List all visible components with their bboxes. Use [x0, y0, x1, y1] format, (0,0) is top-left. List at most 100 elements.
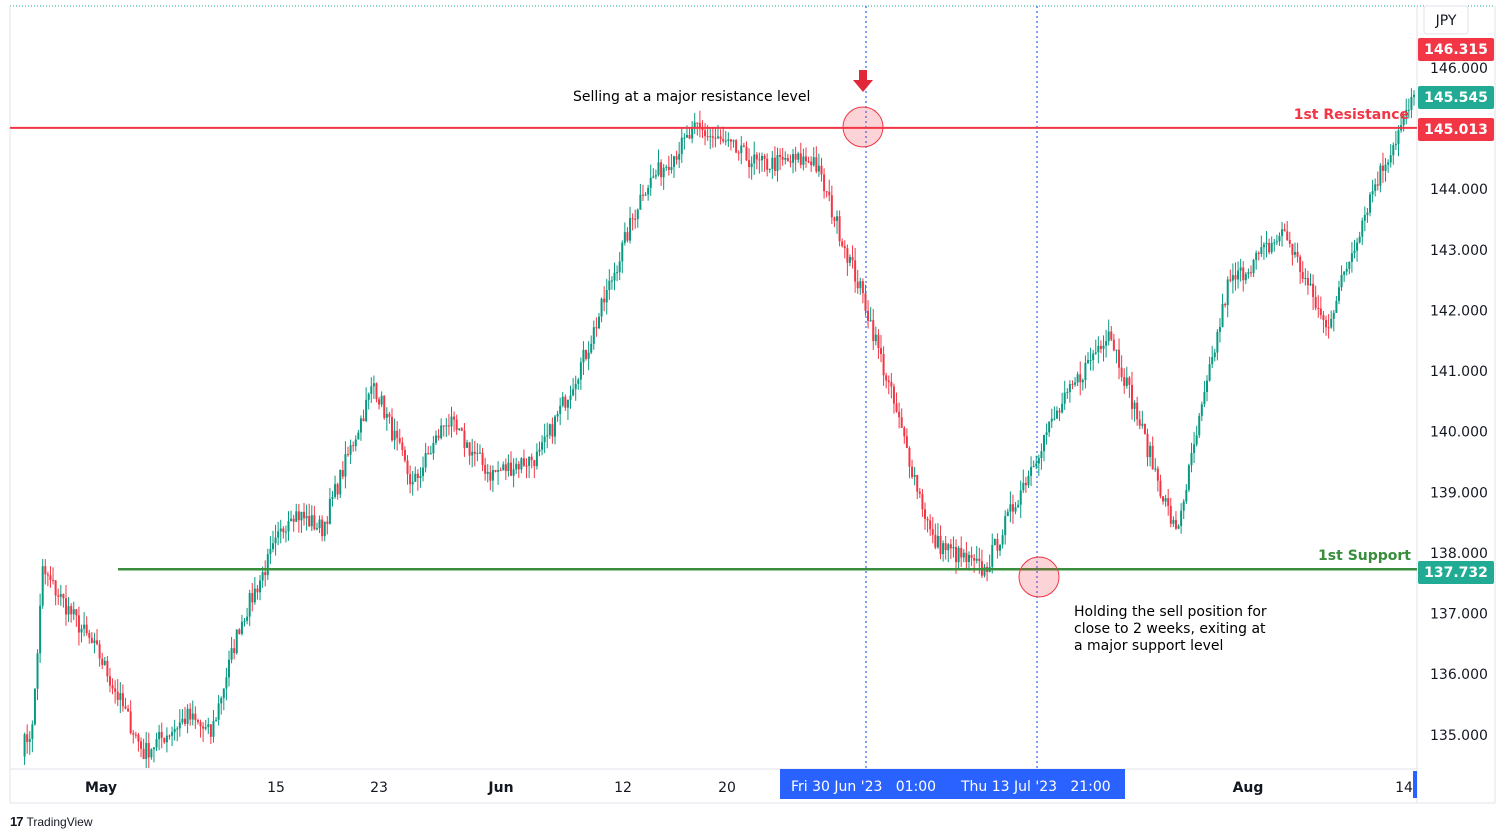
- candle-body: [411, 481, 414, 485]
- candle-body: [654, 175, 657, 177]
- candle-body: [103, 660, 106, 665]
- candle-body: [145, 742, 148, 759]
- candle-body: [817, 165, 820, 172]
- sell-annotation: Selling at a major resistance level: [573, 89, 810, 105]
- candle-body: [522, 458, 525, 466]
- candle-body: [843, 246, 846, 249]
- candle-body: [887, 380, 890, 383]
- candle-body: [372, 383, 375, 387]
- candle-body: [49, 575, 52, 581]
- candle-body: [163, 737, 166, 743]
- candle-body: [1335, 300, 1338, 313]
- candle-body: [512, 469, 515, 476]
- candle-body: [848, 257, 851, 263]
- candle-body: [799, 153, 802, 165]
- candle-body: [794, 154, 797, 160]
- candle-body: [665, 166, 668, 168]
- candle-body: [1019, 490, 1022, 505]
- candle-body: [673, 156, 676, 168]
- candle-body: [388, 413, 391, 417]
- candle-body: [1291, 243, 1294, 255]
- candle-body: [960, 547, 963, 558]
- candle-body: [698, 122, 701, 127]
- candle-body: [1247, 272, 1250, 275]
- candle-body: [1084, 362, 1087, 381]
- candle-body: [903, 427, 906, 437]
- candle-body: [253, 588, 256, 603]
- candle-body: [44, 566, 47, 575]
- candle-body: [196, 720, 199, 723]
- exit-highlight-circle: [1018, 556, 1060, 598]
- candle-body: [1330, 318, 1333, 328]
- candle-body: [1226, 279, 1229, 306]
- candle-body: [458, 428, 461, 430]
- candle-body: [704, 130, 707, 137]
- candle-body: [1327, 327, 1330, 329]
- x-tick-label: 15: [267, 780, 285, 796]
- candle-body: [1353, 250, 1356, 254]
- candle-body: [574, 383, 577, 390]
- candle-body: [1252, 259, 1255, 274]
- candle-body: [812, 157, 815, 166]
- candle-body: [1374, 184, 1377, 192]
- candle-body: [1024, 482, 1027, 486]
- candle-body: [194, 713, 197, 721]
- candle-body: [748, 160, 751, 168]
- time-axis[interactable]: May 15 23 Jun 12 20 Aug 14: [85, 780, 1413, 796]
- candle-body: [1068, 384, 1071, 393]
- candle-body: [861, 281, 864, 294]
- candle-body: [1102, 345, 1105, 349]
- candle-body: [1306, 277, 1309, 286]
- candle-body: [445, 425, 448, 427]
- candle-body: [1392, 144, 1395, 156]
- candle-body: [841, 241, 844, 247]
- candle-body: [1257, 252, 1260, 255]
- candle-body: [1195, 435, 1198, 445]
- candle-body: [1231, 275, 1234, 281]
- candle-body: [572, 389, 575, 396]
- candle-body: [292, 518, 295, 522]
- candle-body: [1345, 268, 1348, 272]
- candle-body: [318, 519, 321, 529]
- candle-body: [825, 191, 828, 193]
- candle-body: [59, 594, 62, 597]
- tradingview-logo[interactable]: 17 TradingView: [10, 814, 93, 829]
- candle-body: [942, 543, 945, 555]
- candle-body: [403, 449, 406, 461]
- candle-body: [1410, 96, 1413, 110]
- price-badge: [1418, 86, 1494, 109]
- candle-body: [235, 629, 238, 654]
- price-axis[interactable]: 135.000 136.000 137.000 138.000 139.000 140.0…: [1430, 61, 1488, 744]
- candle-body: [810, 161, 813, 166]
- candle-body: [1270, 242, 1273, 253]
- price-badge-value: 137.732: [1424, 565, 1488, 581]
- candle-body: [1061, 403, 1064, 413]
- candle-body: [243, 620, 246, 622]
- candle-body: [755, 154, 758, 160]
- candle-body: [533, 460, 536, 467]
- candle-body: [310, 515, 313, 527]
- candle-body: [137, 734, 140, 742]
- candle-body: [742, 145, 745, 147]
- candle-body: [538, 449, 541, 452]
- candle-body: [238, 629, 241, 634]
- candle-body: [1011, 504, 1014, 512]
- candle-body: [874, 334, 877, 342]
- candle-body: [996, 539, 999, 551]
- candle-body: [75, 609, 78, 616]
- currency-box[interactable]: [1423, 5, 1469, 35]
- price-badge-value: 145.013: [1424, 122, 1488, 138]
- candle-body: [414, 473, 417, 482]
- candle-body: [132, 733, 135, 735]
- candle-body: [923, 509, 926, 519]
- candle-body: [1381, 165, 1384, 171]
- candle-body: [520, 458, 523, 470]
- candle-body: [380, 395, 383, 405]
- candle-body: [1206, 380, 1209, 393]
- candle-body: [590, 343, 593, 353]
- candle-body: [515, 463, 518, 470]
- candle-body: [447, 425, 450, 427]
- candle-body: [1112, 339, 1115, 351]
- candle-body: [287, 521, 290, 532]
